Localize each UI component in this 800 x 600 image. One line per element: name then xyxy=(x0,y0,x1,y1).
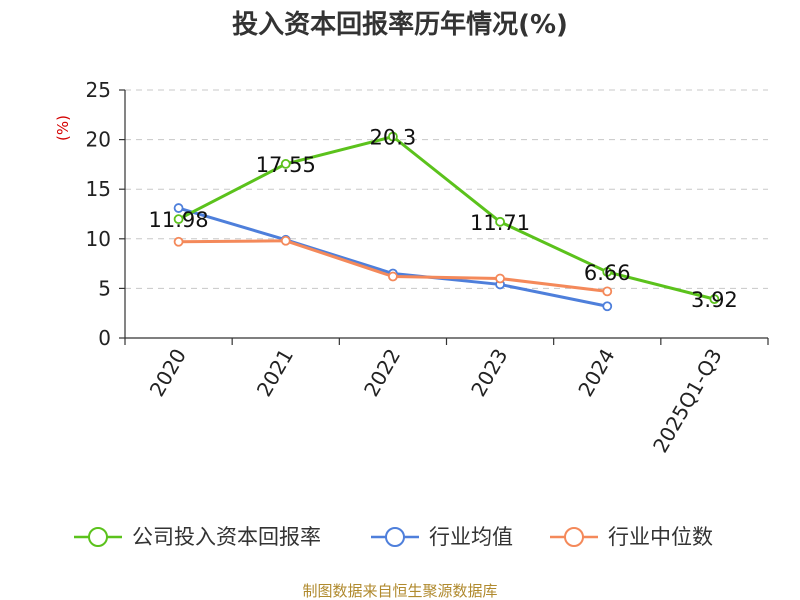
data-label: 17.55 xyxy=(256,153,316,177)
series-line-2 xyxy=(178,239,608,293)
data-point-0 xyxy=(280,159,291,169)
legend-label: 公司投入资本回报率 xyxy=(132,525,321,549)
legend-item-1: 行业均值 xyxy=(371,525,513,549)
series-group xyxy=(173,131,720,312)
data-label: 11.98 xyxy=(149,208,209,232)
data-point-2 xyxy=(602,286,613,297)
data-point-2 xyxy=(388,271,398,282)
legend-label: 行业均值 xyxy=(429,525,513,549)
y-axis-unit: (%) xyxy=(54,115,72,141)
x-tick-label: 2024 xyxy=(573,345,619,401)
series-line-1 xyxy=(178,206,608,308)
axes xyxy=(124,90,768,339)
x-tick-label: 2021 xyxy=(252,345,298,401)
y-tick-label: 0 xyxy=(98,326,111,350)
data-label: 11.71 xyxy=(470,211,530,235)
legend-item-0: 公司投入资本回报率 xyxy=(74,525,321,549)
data-label: 6.66 xyxy=(584,261,631,285)
data-labels: 11.98 17.55 20.3 11.71 6.66 3.92 xyxy=(149,126,738,312)
data-point-0 xyxy=(388,131,398,142)
y-tick-label: 25 xyxy=(86,78,111,102)
legend-item-2: 行业中位数 xyxy=(550,525,713,549)
data-point-2 xyxy=(495,273,505,284)
chart-title: 投入资本回报率历年情况(%) xyxy=(232,9,568,40)
data-label: 20.3 xyxy=(370,126,417,150)
data-point-1 xyxy=(173,203,184,213)
x-tick-label: 2025Q1-Q3 xyxy=(648,345,727,457)
data-point-2 xyxy=(173,236,184,247)
x-tick-label: 2022 xyxy=(359,345,405,401)
data-point-0 xyxy=(602,267,613,277)
data-point-0 xyxy=(495,216,505,227)
y-tick-label: 20 xyxy=(86,128,111,152)
data-point-1 xyxy=(602,301,613,312)
legend-marker xyxy=(385,527,405,547)
legend-label: 行业中位数 xyxy=(608,525,713,549)
grid-lines xyxy=(125,89,768,289)
data-point-0 xyxy=(709,294,720,305)
series-line-0 xyxy=(177,135,715,301)
y-tick-label: 10 xyxy=(86,227,111,251)
y-axis-ticks: 0 5 10 15 20 25 xyxy=(86,78,125,350)
legend-marker xyxy=(564,527,584,547)
data-point-0 xyxy=(173,214,184,225)
y-tick-label: 5 xyxy=(98,276,111,300)
y-tick-label: 15 xyxy=(86,177,111,201)
x-tick-label: 2023 xyxy=(466,345,512,401)
legend: 公司投入资本回报率 行业均值 行业中位数 xyxy=(74,525,713,549)
source-note: 制图数据来自恒生聚源数据库 xyxy=(302,582,497,600)
x-axis-ticks: 2020 2021 2022 2023 2024 2025Q1-Q3 xyxy=(124,338,769,457)
data-label: 3.92 xyxy=(691,288,738,312)
x-tick-label: 2020 xyxy=(145,345,191,401)
legend-marker xyxy=(88,527,108,547)
data-point-2 xyxy=(280,235,291,246)
